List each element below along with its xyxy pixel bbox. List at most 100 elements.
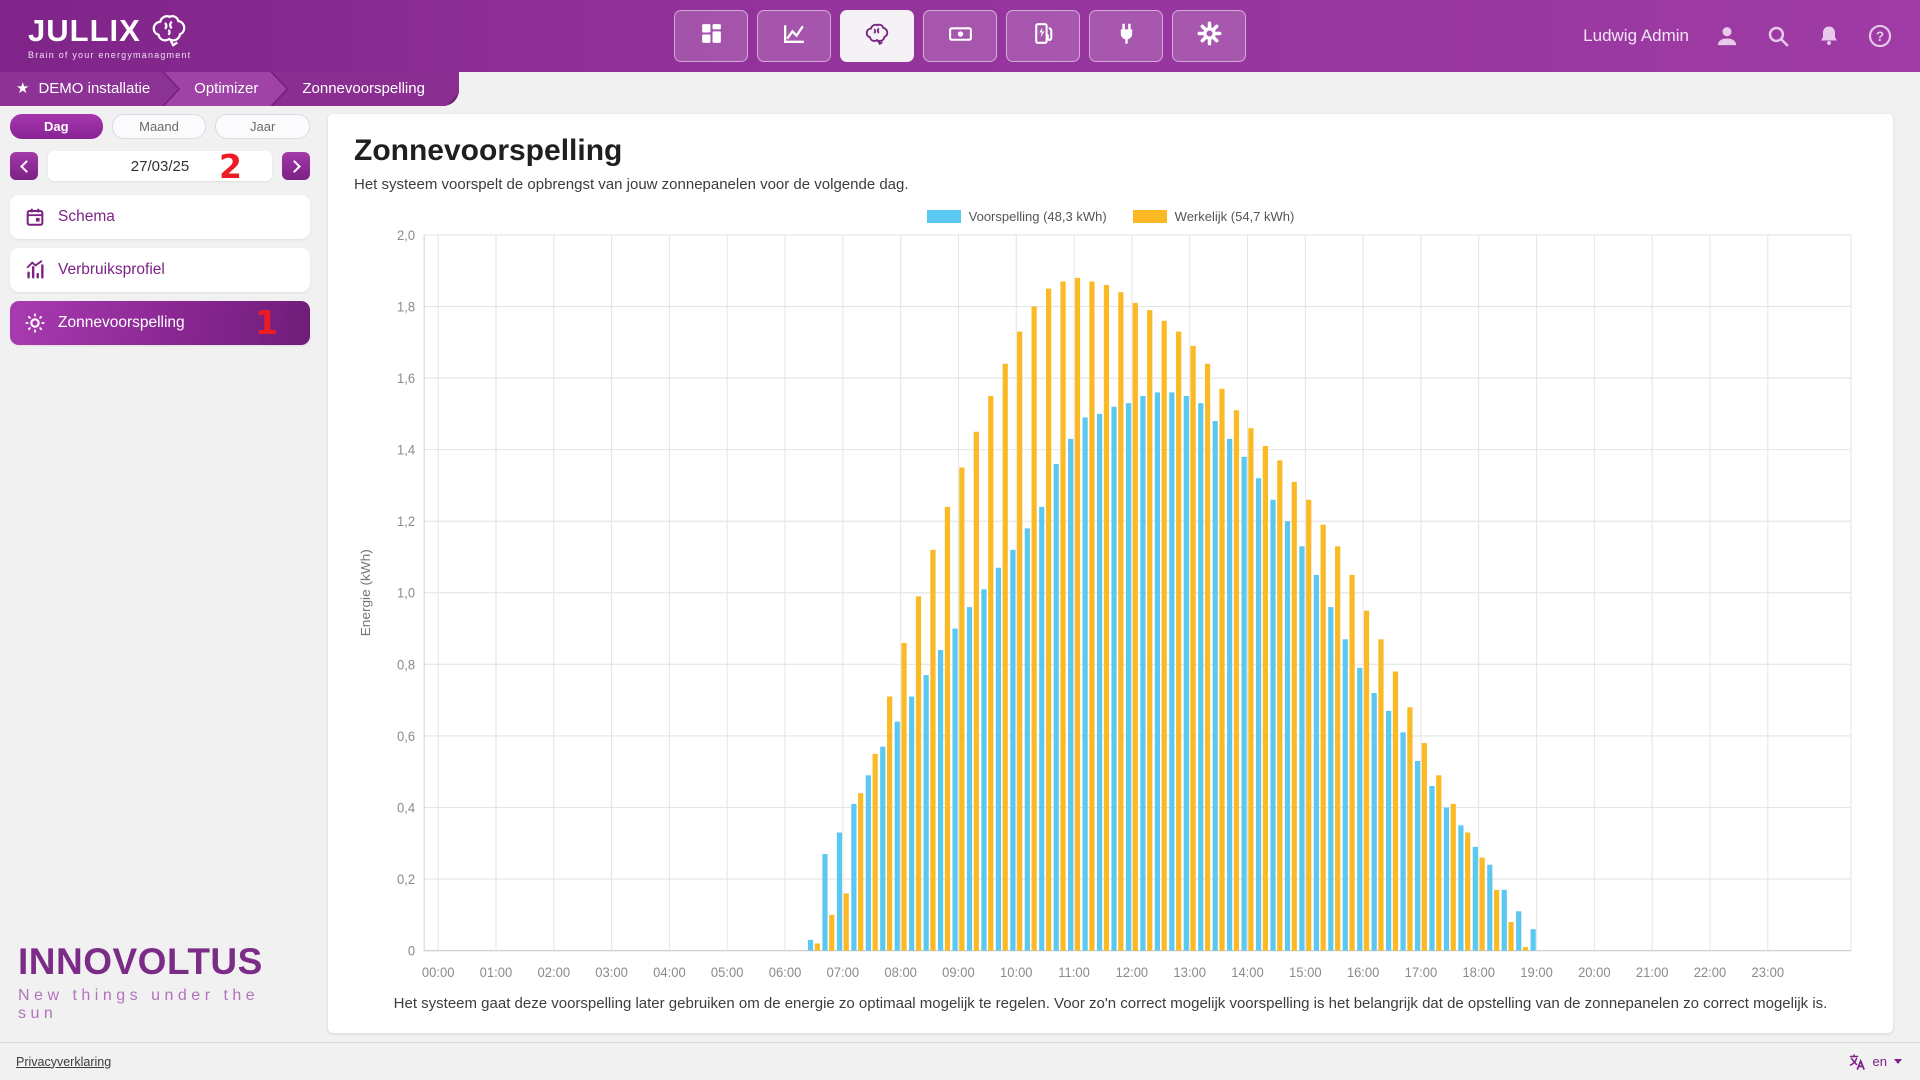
bar-voorspelling[interactable] [937, 650, 944, 951]
bar-werkelijk[interactable] [1045, 288, 1052, 951]
bar-voorspelling[interactable] [1024, 528, 1030, 951]
bar-werkelijk[interactable] [944, 506, 951, 951]
bar-voorspelling[interactable] [909, 696, 915, 951]
bar-voorspelling[interactable] [1096, 413, 1103, 951]
bar-voorspelling[interactable] [1487, 864, 1493, 951]
sidebar-item-schema[interactable]: Schema [10, 195, 310, 239]
legend-entry-werkelijk[interactable]: Werkelijk (54,7 kWh) [1132, 209, 1294, 224]
breadcrumb-item-zonnevoorspelling[interactable]: Zonnevoorspelling [272, 72, 459, 106]
bar-werkelijk[interactable] [1190, 345, 1196, 951]
breadcrumb-item-installation[interactable]: ★ DEMO installatie [0, 72, 178, 106]
nav-optimizer-button[interactable] [840, 10, 914, 62]
bar-voorspelling[interactable] [865, 775, 871, 951]
tab-maand[interactable]: Maand [111, 114, 207, 139]
bar-werkelijk[interactable] [1436, 775, 1442, 951]
bar-werkelijk[interactable] [1335, 546, 1341, 951]
bar-voorspelling[interactable] [1284, 521, 1291, 951]
bar-werkelijk[interactable] [1132, 302, 1138, 951]
bar-werkelijk[interactable] [1060, 281, 1066, 951]
app-logo[interactable]: JULLIX Brain of your energymanagment [28, 12, 191, 61]
bar-werkelijk[interactable] [1277, 460, 1283, 951]
bar-werkelijk[interactable] [1363, 610, 1370, 951]
bar-voorspelling[interactable] [1154, 392, 1160, 951]
sidebar-item-verbruiksprofiel[interactable]: Verbruiksprofiel [10, 248, 310, 292]
bar-voorspelling[interactable] [1342, 639, 1348, 951]
bar-voorspelling[interactable] [1169, 392, 1175, 951]
bar-voorspelling[interactable] [1053, 463, 1059, 951]
bar-werkelijk[interactable] [1147, 310, 1153, 951]
bar-werkelijk[interactable] [915, 596, 922, 951]
bar-werkelijk[interactable] [1407, 707, 1413, 951]
bar-voorspelling[interactable] [981, 589, 987, 951]
bar-werkelijk[interactable] [1219, 388, 1225, 951]
bar-voorspelling[interactable] [995, 567, 1002, 951]
date-input[interactable]: 27/03/25 2 [48, 147, 272, 186]
bar-voorspelling[interactable] [1472, 846, 1478, 951]
bar-werkelijk[interactable] [858, 793, 864, 951]
bar-voorspelling[interactable] [1357, 667, 1363, 951]
bar-voorspelling[interactable] [1501, 889, 1507, 951]
bar-voorspelling[interactable] [1255, 478, 1262, 951]
bar-voorspelling[interactable] [1183, 395, 1189, 951]
bar-voorspelling[interactable] [1443, 807, 1450, 951]
bar-werkelijk[interactable] [886, 696, 893, 951]
bar-voorspelling[interactable] [880, 746, 886, 951]
bar-voorspelling[interactable] [1082, 417, 1088, 951]
bar-werkelijk[interactable] [1262, 446, 1268, 951]
bar-voorspelling[interactable] [1125, 403, 1132, 951]
bar-werkelijk[interactable] [1421, 743, 1427, 951]
bar-werkelijk[interactable] [1349, 574, 1355, 951]
bar-werkelijk[interactable] [1522, 947, 1529, 951]
bar-werkelijk[interactable] [1248, 428, 1254, 951]
bar-voorspelling[interactable] [1386, 710, 1392, 951]
bar-werkelijk[interactable] [1479, 857, 1485, 951]
nav-dashboard-button[interactable] [674, 10, 748, 62]
bar-werkelijk[interactable] [1204, 363, 1211, 951]
bar-werkelijk[interactable] [872, 753, 878, 951]
search-icon[interactable] [1765, 23, 1792, 50]
breadcrumb-item-optimizer[interactable]: Optimizer [164, 72, 286, 106]
nav-charging-button[interactable] [1006, 10, 1080, 62]
bar-voorspelling[interactable] [1400, 732, 1406, 951]
nav-money-button[interactable] [923, 10, 997, 62]
bar-werkelijk[interactable] [1017, 331, 1023, 951]
bar-werkelijk[interactable] [1450, 803, 1456, 951]
bar-werkelijk[interactable] [1002, 363, 1008, 951]
bar-voorspelling[interactable] [851, 803, 857, 951]
bar-voorspelling[interactable] [1010, 549, 1016, 951]
bar-werkelijk[interactable] [959, 467, 965, 951]
bar-werkelijk[interactable] [1291, 481, 1297, 951]
bar-voorspelling[interactable] [1516, 911, 1522, 951]
bar-voorspelling[interactable] [1241, 456, 1247, 951]
bar-werkelijk[interactable] [843, 893, 849, 951]
bar-werkelijk[interactable] [1378, 639, 1384, 951]
bar-voorspelling[interactable] [1212, 421, 1218, 951]
bar-werkelijk[interactable] [973, 431, 979, 951]
nav-analytics-button[interactable] [757, 10, 831, 62]
next-day-button[interactable] [282, 152, 310, 180]
privacy-link[interactable]: Privacyverklaring [16, 1054, 112, 1069]
bar-voorspelling[interactable] [1270, 499, 1276, 951]
bar-voorspelling[interactable] [1039, 506, 1045, 951]
nav-settings-button[interactable] [1172, 10, 1246, 62]
bar-voorspelling[interactable] [1458, 825, 1464, 951]
bar-voorspelling[interactable] [822, 854, 828, 951]
user-icon[interactable] [1713, 22, 1741, 50]
bar-werkelijk[interactable] [1074, 277, 1081, 951]
bar-voorspelling[interactable] [836, 832, 843, 951]
bar-werkelijk[interactable] [1508, 922, 1514, 951]
bar-werkelijk[interactable] [1089, 281, 1095, 951]
sidebar-item-zonnevoorspelling[interactable]: Zonnevoorspelling 1 [10, 301, 310, 345]
bar-voorspelling[interactable] [1414, 760, 1421, 951]
bar-werkelijk[interactable] [988, 395, 994, 951]
bar-voorspelling[interactable] [1328, 607, 1334, 951]
bar-voorspelling[interactable] [1371, 692, 1377, 951]
bar-werkelijk[interactable] [1118, 292, 1124, 951]
bar-werkelijk[interactable] [1031, 306, 1037, 951]
previous-day-button[interactable] [10, 152, 38, 180]
bar-werkelijk[interactable] [1320, 524, 1326, 951]
bar-voorspelling[interactable] [1198, 403, 1204, 951]
bar-werkelijk[interactable] [1176, 331, 1182, 951]
bar-werkelijk[interactable] [1494, 889, 1500, 951]
bar-werkelijk[interactable] [1306, 499, 1312, 951]
